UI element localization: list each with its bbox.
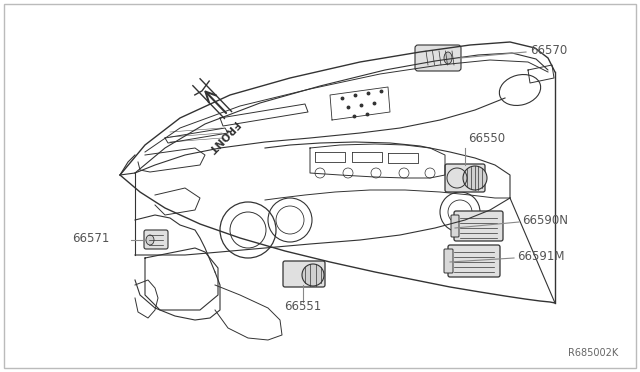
- Text: R685002K: R685002K: [568, 348, 618, 358]
- FancyBboxPatch shape: [283, 261, 325, 287]
- Text: 66590N: 66590N: [522, 214, 568, 227]
- Text: 66571: 66571: [72, 231, 109, 244]
- FancyBboxPatch shape: [444, 249, 453, 273]
- Text: 66591M: 66591M: [517, 250, 564, 263]
- Ellipse shape: [146, 235, 154, 245]
- FancyBboxPatch shape: [144, 230, 168, 249]
- Circle shape: [302, 264, 324, 286]
- FancyBboxPatch shape: [415, 45, 461, 71]
- Text: FRONT: FRONT: [205, 119, 240, 155]
- FancyBboxPatch shape: [445, 164, 485, 192]
- FancyBboxPatch shape: [448, 245, 500, 277]
- Circle shape: [463, 166, 487, 190]
- FancyBboxPatch shape: [454, 211, 503, 241]
- Ellipse shape: [444, 52, 452, 64]
- FancyBboxPatch shape: [451, 215, 459, 237]
- Text: 66570: 66570: [530, 44, 567, 57]
- Text: 66550: 66550: [468, 131, 505, 144]
- Text: 66551: 66551: [284, 301, 322, 314]
